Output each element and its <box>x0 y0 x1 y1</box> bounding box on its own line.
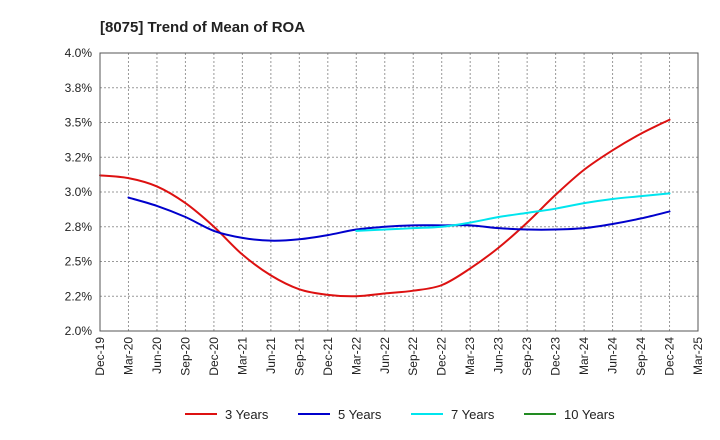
x-tick-label: Dec-20 <box>207 337 221 376</box>
x-tick-label: Sep-20 <box>178 337 192 376</box>
x-tick-label: Mar-23 <box>463 337 477 375</box>
y-tick-label: 4.0% <box>65 46 93 60</box>
x-tick-label: Dec-24 <box>663 337 677 376</box>
legend-label-3-years: 3 Years <box>225 407 269 422</box>
y-tick-label: 3.2% <box>65 150 93 164</box>
y-tick-label: 3.5% <box>65 116 93 130</box>
x-tick-label: Mar-20 <box>121 337 135 375</box>
x-tick-label: Mar-21 <box>235 337 249 375</box>
x-tick-label: Jun-24 <box>606 337 620 374</box>
x-tick-label: Mar-25 <box>691 337 705 375</box>
legend-label-5-years: 5 Years <box>338 407 382 422</box>
x-tick-label: Sep-24 <box>634 337 648 376</box>
y-tick-label: 2.8% <box>65 220 93 234</box>
x-tick-label: Sep-21 <box>292 337 306 376</box>
series-line-3-years <box>99 118 671 298</box>
y-tick-label: 2.0% <box>65 324 93 338</box>
x-tick-label: Jun-21 <box>264 337 278 374</box>
x-tick-label: Jun-22 <box>378 337 392 374</box>
axes: 2.0% 2.2% 2.5% 2.8% 3.0% 3.2% 3.5% 3.8% 4.0% Dec-… <box>65 46 705 376</box>
y-tick-label: 3.0% <box>65 185 93 199</box>
x-tick-label: Mar-24 <box>577 337 591 375</box>
legend: 3 Years 5 Years 7 Years 10 Years <box>185 407 615 422</box>
x-tick-label: Dec-21 <box>321 337 335 376</box>
x-tick-label: Sep-23 <box>520 337 534 376</box>
x-tick-label: Jun-20 <box>150 337 164 374</box>
series-line-5-years <box>127 196 671 242</box>
y-tick-label: 3.8% <box>65 81 93 95</box>
legend-label-7-years: 7 Years <box>451 407 495 422</box>
plot-frame <box>99 52 699 332</box>
x-tick-label: Dec-22 <box>435 337 449 376</box>
plot-area <box>100 53 698 331</box>
x-tick-label: Dec-23 <box>549 337 563 376</box>
x-tick-label: Dec-19 <box>93 337 107 376</box>
series-line-7-years <box>355 192 671 232</box>
chart-title: [8075] Trend of Mean of ROA <box>100 19 305 36</box>
y-tick-label: 2.5% <box>65 255 93 269</box>
legend-label-10-years: 10 Years <box>564 407 615 422</box>
x-tick-label: Mar-22 <box>349 337 363 375</box>
x-tick-label: Jun-23 <box>492 337 506 374</box>
y-tick-label: 2.2% <box>65 289 93 303</box>
x-tick-label: Sep-22 <box>406 337 420 376</box>
series-lines <box>99 118 671 298</box>
